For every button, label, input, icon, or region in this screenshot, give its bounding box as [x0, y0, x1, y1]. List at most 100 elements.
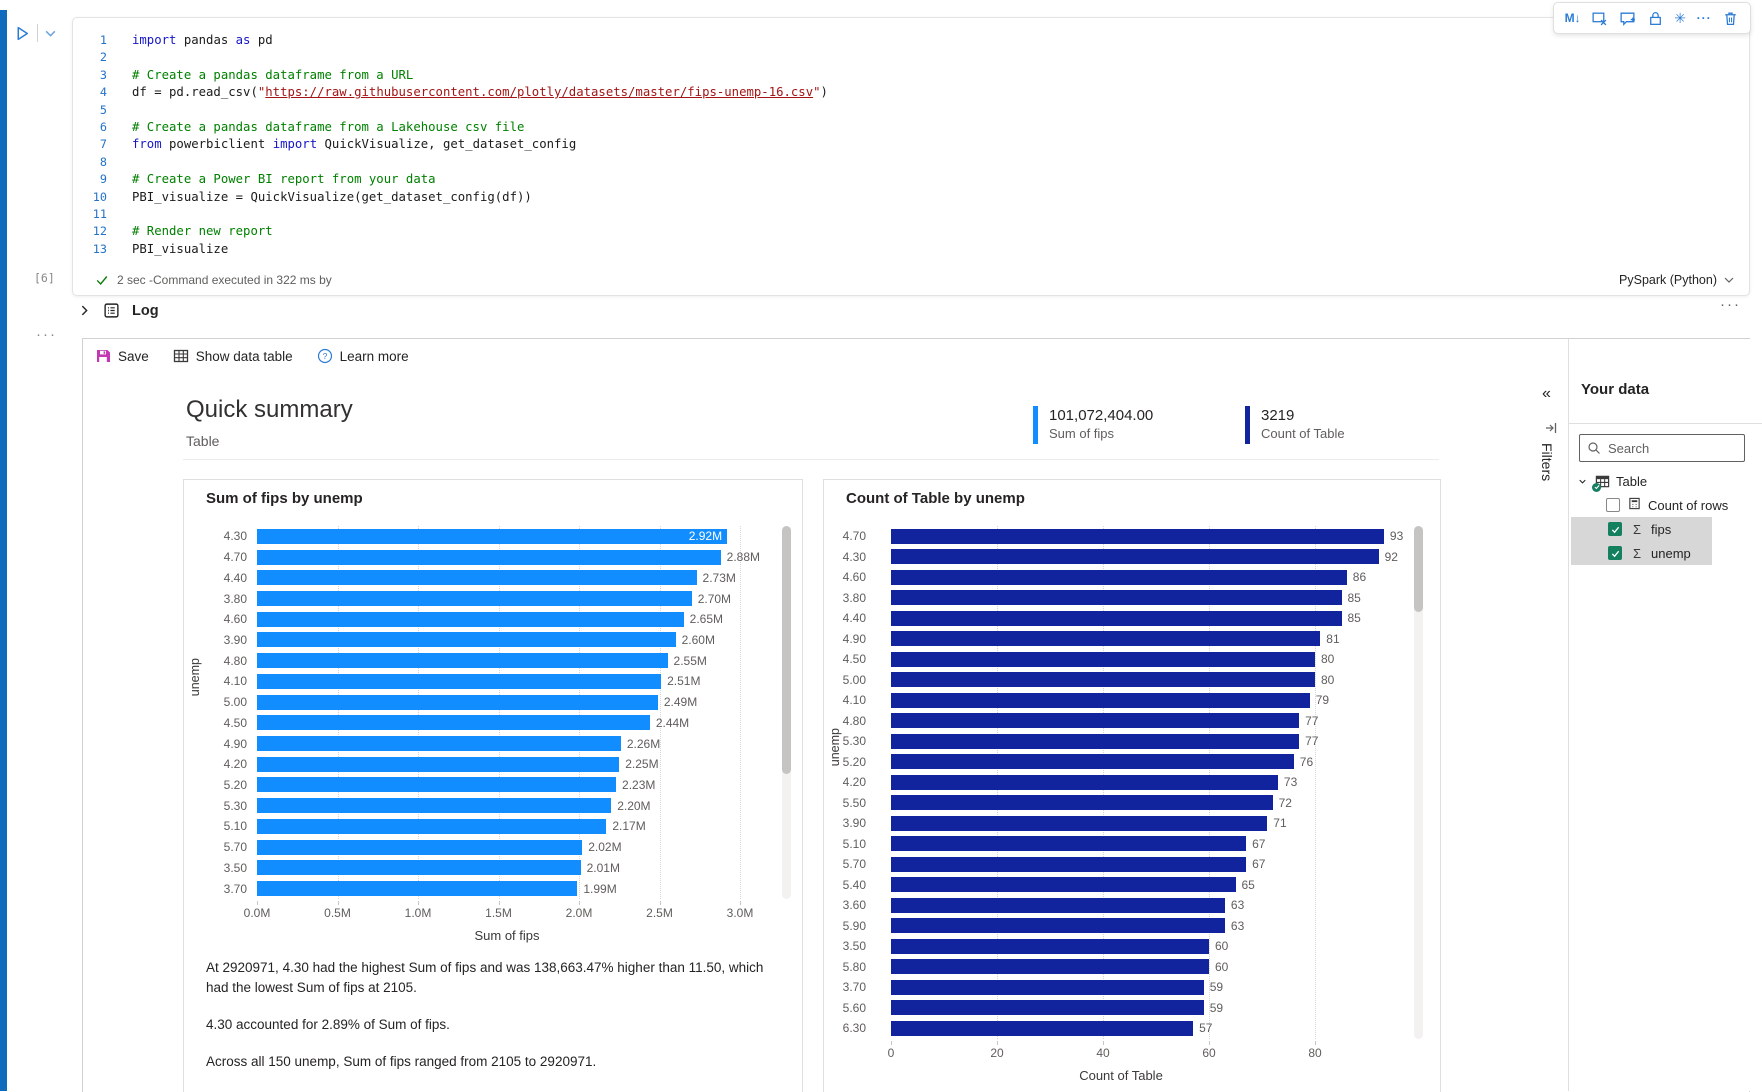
filters-tab[interactable]: Filters	[1539, 443, 1555, 482]
chart-vertical-scrollbar[interactable]	[1414, 526, 1423, 1039]
checkbox-checked[interactable]	[1608, 546, 1622, 560]
code-cell[interactable]: 1 import pandas as pd 2 3 # Create a pandas …	[72, 17, 1750, 296]
clear-output-icon[interactable]	[1591, 10, 1608, 27]
bar[interactable]	[891, 918, 1225, 934]
output-options-icon[interactable]: ···	[36, 326, 57, 343]
delete-cell-icon[interactable]	[1722, 10, 1739, 27]
bar[interactable]	[257, 570, 697, 586]
collapse-pane-icon[interactable]: «	[1542, 385, 1551, 402]
bar[interactable]	[891, 856, 1247, 872]
x-tick-label: 0.0M	[243, 905, 271, 920]
dock-pane-icon[interactable]	[1544, 421, 1558, 440]
learn-more-link[interactable]: ? Learn more	[317, 348, 409, 364]
bar[interactable]	[257, 798, 612, 814]
bar[interactable]	[891, 979, 1204, 995]
svg-text:?: ?	[322, 351, 327, 361]
bar[interactable]	[891, 938, 1209, 954]
bar[interactable]	[891, 1000, 1204, 1016]
scrollbar-thumb[interactable]	[1414, 526, 1423, 612]
bar[interactable]	[891, 877, 1236, 893]
bar[interactable]	[891, 528, 1384, 544]
bar[interactable]	[891, 815, 1268, 831]
bar[interactable]	[257, 611, 684, 627]
table-node[interactable]: Table	[1569, 469, 1762, 493]
value-label: 60	[1215, 939, 1229, 954]
bar[interactable]	[891, 549, 1379, 565]
bar[interactable]	[891, 774, 1278, 790]
search-box[interactable]	[1579, 434, 1745, 462]
bar[interactable]	[891, 692, 1310, 708]
bar[interactable]	[257, 860, 581, 876]
bar[interactable]	[891, 754, 1294, 770]
bar[interactable]	[891, 795, 1273, 811]
code-line[interactable]: 9 # Create a Power BI report from your da…	[73, 171, 1741, 188]
chevron-right-icon[interactable]	[78, 304, 91, 317]
code-line[interactable]: 2	[73, 49, 1741, 66]
x-tick-label: 0.5M	[324, 905, 351, 920]
bar[interactable]	[257, 756, 620, 772]
bar[interactable]: 2.92M	[257, 528, 728, 544]
search-input[interactable]	[1606, 439, 1744, 457]
more-options-icon[interactable]: ···	[1696, 11, 1712, 25]
bar[interactable]	[891, 651, 1315, 667]
scrollbar-thumb[interactable]	[782, 526, 791, 774]
code-line[interactable]: 4 df = pd.read_csv("https://raw.githubuse…	[73, 84, 1741, 101]
bar[interactable]	[891, 713, 1300, 729]
checkbox-unchecked[interactable]	[1606, 498, 1620, 512]
bar[interactable]	[257, 653, 668, 669]
log-more-icon[interactable]: ···	[1720, 296, 1741, 313]
log-section-header[interactable]: Log	[78, 302, 159, 319]
value-label: 2.65M	[689, 612, 723, 627]
code-line[interactable]: 12 # Render new report	[73, 223, 1741, 240]
chevron-down-icon[interactable]	[1577, 476, 1588, 487]
value-label: 2.49M	[663, 695, 698, 710]
bar[interactable]	[257, 549, 721, 565]
code-line[interactable]: 1 import pandas as pd	[73, 32, 1741, 49]
bar[interactable]	[257, 632, 676, 648]
bar[interactable]	[891, 897, 1225, 913]
bar[interactable]	[257, 673, 662, 689]
lock-icon[interactable]	[1647, 10, 1664, 27]
code-line[interactable]: 8	[73, 154, 1741, 171]
field-row-count-of-rows[interactable]: Count of rows	[1569, 493, 1762, 517]
bar[interactable]	[891, 959, 1209, 975]
run-cell-button[interactable]	[14, 25, 31, 42]
bar[interactable]	[257, 839, 583, 855]
code-line[interactable]: 6 # Create a pandas dataframe from a Lake…	[73, 119, 1741, 136]
bar[interactable]	[891, 836, 1247, 852]
bar[interactable]	[891, 672, 1315, 688]
bar[interactable]	[891, 610, 1342, 626]
code-line[interactable]: 13 PBI_visualize	[73, 241, 1741, 258]
bar[interactable]	[891, 590, 1342, 606]
bar[interactable]	[891, 1020, 1194, 1036]
freeze-icon[interactable]: ✳	[1674, 9, 1687, 26]
x-tick-label: 2.5M	[646, 905, 673, 920]
bar[interactable]	[257, 694, 658, 710]
bar[interactable]	[257, 818, 607, 834]
code-line[interactable]: 11	[73, 206, 1741, 223]
bar[interactable]	[257, 736, 621, 752]
kernel-selector[interactable]: PySpark (Python)	[1619, 273, 1735, 287]
add-comment-icon[interactable]	[1619, 10, 1636, 27]
bar[interactable]	[257, 591, 692, 607]
code-line[interactable]: 7 from powerbiclient import QuickVisualiz…	[73, 136, 1741, 153]
bar[interactable]	[257, 881, 578, 897]
bar[interactable]	[257, 777, 617, 793]
value-label: 2.25M	[625, 757, 659, 772]
code-line[interactable]: 3 # Create a pandas dataframe from a URL	[73, 67, 1741, 84]
bar[interactable]	[891, 631, 1321, 647]
checkbox-checked[interactable]	[1608, 522, 1622, 536]
code-line[interactable]: 5	[73, 102, 1741, 119]
category-label: 3.80	[223, 591, 247, 606]
markdown-convert-icon[interactable]: M↓	[1564, 11, 1581, 25]
bar[interactable]	[257, 715, 650, 731]
run-options-chevron-icon[interactable]	[44, 27, 57, 40]
chart-vertical-scrollbar[interactable]	[782, 526, 791, 899]
save-button[interactable]: Save	[95, 348, 149, 364]
code-line[interactable]: 10 PBI_visualize = QuickVisualize(get_dat…	[73, 189, 1741, 206]
bar[interactable]	[891, 733, 1300, 749]
bar[interactable]	[891, 569, 1347, 585]
show-data-table-button[interactable]: Show data table	[173, 348, 293, 364]
